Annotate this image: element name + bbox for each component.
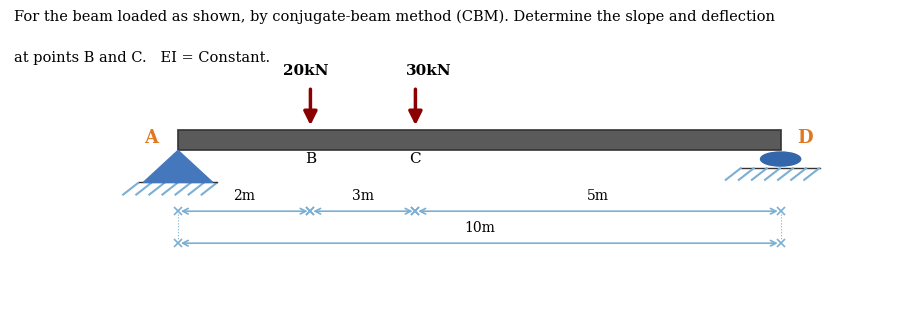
Text: 10m: 10m [464,221,495,235]
Text: D: D [797,129,813,148]
Text: 5m: 5m [587,189,609,203]
Text: at points B and C.   EI = Constant.: at points B and C. EI = Constant. [14,51,270,65]
Polygon shape [143,150,213,182]
Text: 30kN: 30kN [406,64,452,78]
Circle shape [761,152,801,166]
Text: B: B [305,152,316,166]
Text: A: A [144,129,158,148]
Bar [178,130,781,150]
Text: 3m: 3m [352,189,374,203]
Text: 2m: 2m [233,189,256,203]
Text: C: C [410,152,421,166]
Text: 20kN: 20kN [283,64,329,78]
Text: For the beam loaded as shown, by conjugate-beam method (CBM). Determine the slop: For the beam loaded as shown, by conjuga… [14,10,775,24]
